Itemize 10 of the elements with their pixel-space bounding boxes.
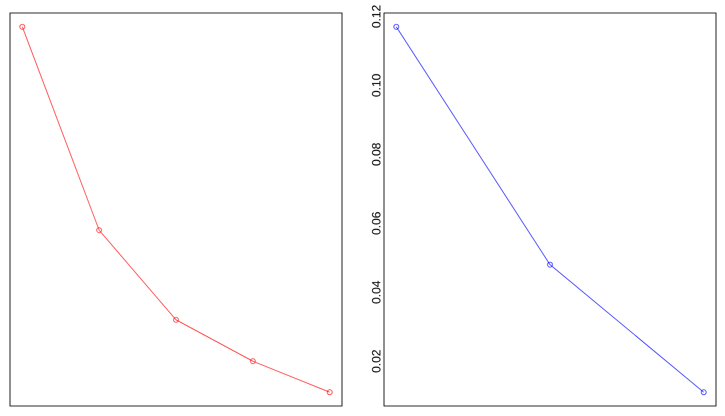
point	[173, 317, 179, 323]
y-tick-label: 0.02	[372, 350, 380, 372]
y-tick-label: 0.06	[372, 212, 380, 234]
y-tick-label: 0.12	[372, 5, 380, 28]
point	[547, 262, 553, 268]
y-tick-label: 0.04	[372, 280, 380, 304]
y-tick-label: 0.08	[372, 143, 380, 166]
point	[250, 358, 256, 364]
point	[96, 227, 102, 233]
y-tick-label: 0.10	[372, 74, 380, 97]
